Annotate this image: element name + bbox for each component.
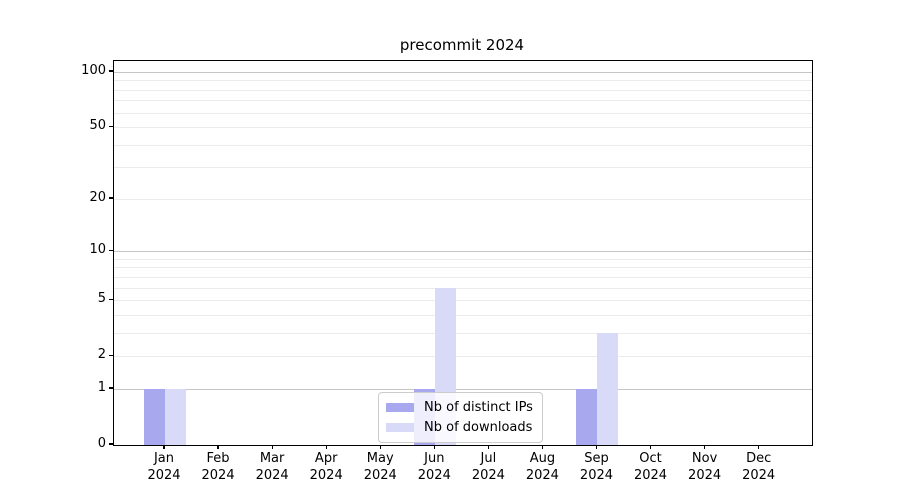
x-tick-year-label: 2024 [255,468,289,483]
y-tick-mark [109,70,113,72]
x-tick-label: Jun 2024 [404,450,464,484]
minor-gridline [114,198,812,200]
legend-swatch-downloads-icon [386,423,414,432]
y-tick-label: 50 [89,118,106,134]
minor-gridline [114,287,812,289]
chart-title: precommit 2024 [399,36,525,54]
y-tick-label: 20 [89,189,106,205]
x-tick-mark [325,445,327,449]
legend-label-distinct-ips: Nb of distinct IPs [424,400,533,415]
bar-downloads [597,332,619,445]
x-tick-mark [379,445,381,449]
minor-gridline [114,127,812,129]
x-tick-mark [595,445,598,449]
y-tick-mark [109,125,113,127]
minor-gridline [114,112,812,114]
legend-swatch-distinct-ips-icon [386,403,414,412]
x-tick-year-label: 2024 [417,468,451,483]
y-tick-mark [109,443,113,445]
minor-gridline [114,314,812,316]
minor-gridline [114,332,812,334]
minor-gridline [114,80,812,82]
bar-downloads [165,388,186,445]
x-tick-year-label: 2024 [633,468,668,483]
y-tick-label: 0 [97,436,106,451]
y-tick-label: 5 [97,291,106,307]
x-tick-mark [541,445,543,449]
minor-gridline [114,356,812,358]
x-tick-mark [217,445,219,449]
x-tick-mark [163,445,165,449]
x-tick-label: Mar 2024 [242,450,302,484]
x-tick-label: Feb 2024 [188,450,248,484]
x-tick-label: Jul 2024 [458,450,518,484]
x-tick-mark [649,445,652,449]
x-tick-mark [271,445,273,449]
x-tick-mark [487,445,489,449]
x-tick-year-label: 2024 [147,468,181,483]
y-tick-mark [109,387,113,389]
major-gridline [114,251,812,253]
y-tick-mark [109,197,113,199]
bar-distinct-ips [144,388,165,445]
x-tick-label: Nov 2024 [675,450,735,484]
x-tick-label: Apr 2024 [296,450,356,484]
x-tick-year-label: 2024 [201,468,235,483]
minor-gridline [114,300,812,302]
legend-label-downloads: Nb of downloads [424,420,533,435]
x-tick-label: Jan 2024 [134,450,194,484]
x-tick-mark [704,445,706,449]
x-tick-year-label: 2024 [363,468,397,483]
x-tick-label: Aug 2024 [512,450,572,484]
minor-gridline [114,267,812,269]
y-tick-label: 2 [97,347,106,363]
x-tick-year-label: 2024 [688,468,722,483]
x-tick-label: Dec 2024 [729,450,789,484]
x-tick-year-label: 2024 [525,468,559,483]
x-tick-mark [758,445,760,449]
x-tick-mark [433,445,435,449]
minor-gridline [114,276,812,278]
minor-gridline [114,144,812,146]
x-tick-year-label: 2024 [309,468,343,483]
plot-area: Nb of distinct IPs Nb of downloads [113,60,813,446]
y-tick-label: 100 [81,62,106,78]
y-tick-label: 10 [89,242,106,258]
major-gridline [114,388,812,390]
legend-item-distinct-ips: Nb of distinct IPs [386,400,533,415]
minor-gridline [114,100,812,102]
x-tick-year-label: 2024 [742,468,776,483]
x-tick-year-label: 2024 [471,468,505,483]
minor-gridline [114,167,812,169]
y-tick-mark [109,249,113,251]
bar-distinct-ips [576,388,598,445]
minor-gridline [114,258,812,260]
major-gridline [114,71,812,73]
x-tick-label: Oct 2024 [621,450,681,484]
legend-item-downloads: Nb of downloads [386,420,533,435]
y-tick-mark [109,298,113,300]
legend: Nb of distinct IPs Nb of downloads [378,392,543,443]
y-tick-label: 1 [97,379,106,395]
x-tick-label: Sep 2024 [566,450,626,484]
x-tick-label: May 2024 [350,450,410,484]
minor-gridline [114,89,812,91]
x-tick-year-label: 2024 [579,468,614,483]
y-tick-mark [109,354,113,356]
